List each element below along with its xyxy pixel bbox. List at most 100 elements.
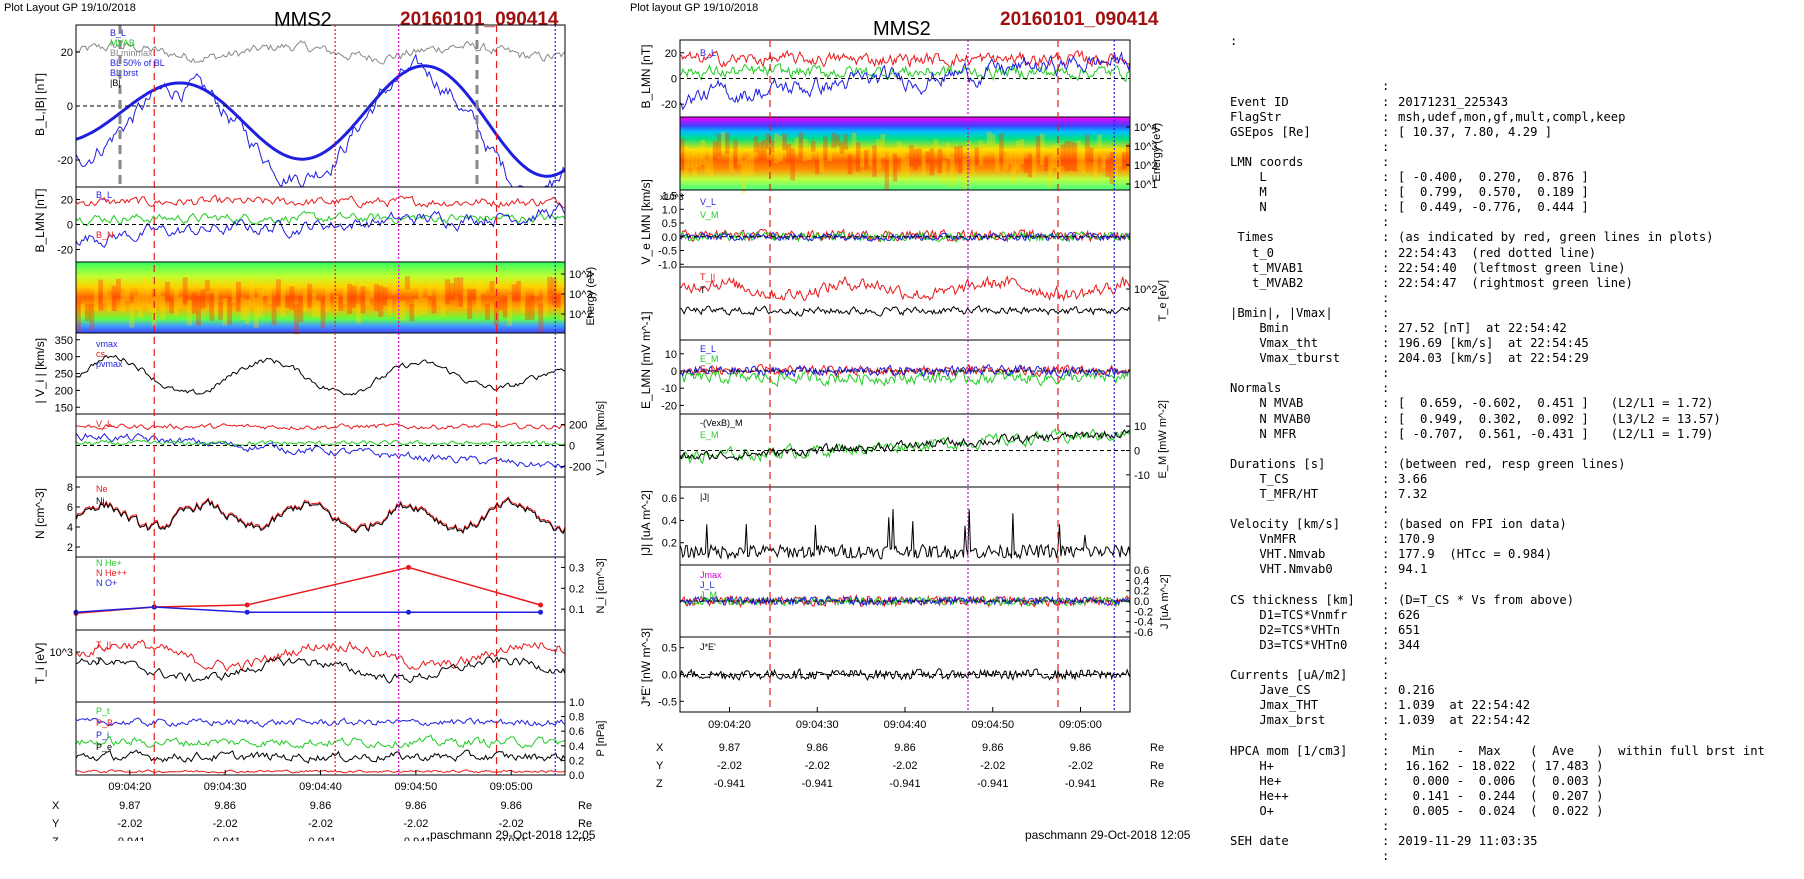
left-legend-nop: N O+: [96, 578, 117, 588]
left-pos-value: 9.86: [405, 800, 426, 812]
left-ion-texture: [364, 294, 370, 307]
info-value: [ -0.400, 0.270, 0.876 ]: [1398, 170, 1589, 185]
left-ion-texture: [440, 286, 446, 317]
info-key: Jmax_brst: [1230, 713, 1326, 728]
mid-electron-texture: [1023, 158, 1029, 173]
mid-electron-texture: [884, 160, 890, 190]
info-row: Jmax_THT:1.039 at 22:54:42: [1230, 698, 1765, 713]
info-key: N: [1230, 200, 1267, 215]
mid-vexb-line: [679, 429, 1131, 462]
info-colon: :: [1382, 698, 1390, 713]
mid-jabs-ylabel: |J| [uA m^-2]: [639, 490, 653, 556]
left-ion-texture: [547, 276, 553, 295]
left-n-ylabel: N [cm^-3]: [33, 488, 47, 539]
left-legend-cs: cs: [96, 349, 106, 359]
mid-pos-value: 9.86: [982, 742, 1003, 754]
mid-legend-vexb: -(VexB)_M: [700, 418, 743, 428]
info-colon: :: [1382, 834, 1390, 849]
left-time-tick: 09:04:50: [394, 781, 437, 793]
mid-electron-texture: [905, 158, 910, 178]
left-vilmn-tick: 0: [569, 441, 575, 453]
info-value: 651: [1398, 622, 1421, 637]
left-panel-vi-frame: [75, 332, 566, 415]
left-legend-vmax: vmax: [96, 339, 118, 349]
info-row: Velocity [km/s]: (based on FPI ion data): [1230, 517, 1765, 532]
mid-electron-texture: [835, 134, 841, 147]
mid-electron-texture: [896, 140, 902, 158]
mid-electron-texture: [880, 134, 886, 159]
left-ion-texture: [164, 281, 170, 302]
info-colon: :: [1382, 124, 1390, 139]
info-value: Min - Max ( Ave ) within full brst int: [1398, 743, 1765, 758]
info-colon: :: [1382, 547, 1390, 562]
info-colon: :: [1382, 200, 1390, 215]
info-colon: :: [1382, 577, 1390, 592]
left-n-tick: 4: [67, 522, 73, 534]
mid-electron-texture: [1060, 144, 1066, 166]
mid-pos-value: -2.02: [717, 760, 742, 772]
mid-e-tick: 0: [671, 366, 677, 378]
info-row: N MVAB0: [ 0.949, 0.302, 0.092 ] (L3/L2 =…: [1230, 412, 1765, 427]
info-value: (as indicated by red, green lines in plo…: [1398, 230, 1714, 245]
left-legend-mvab: MVAB: [110, 38, 135, 48]
left-ion-texture: [427, 283, 433, 297]
left-panel-p-frame: [75, 701, 566, 776]
mid-electron-texture: [1007, 148, 1012, 165]
mid-electron-texture: [810, 140, 816, 152]
mid-legend-t: T: [700, 285, 706, 295]
left-pos-value: -0.941: [496, 836, 527, 841]
info-key: |Bmin|, |Vmax|: [1230, 305, 1333, 320]
left-legend-ne: Ne: [96, 484, 108, 494]
info-key: HPCA mom [1/cm3]: [1230, 743, 1348, 758]
info-key: FlagStr: [1230, 109, 1282, 124]
mid-electron-texture: [913, 149, 918, 171]
info-value: 196.69 [km/s] at 22:54:45: [1398, 336, 1589, 351]
left-pos-value: -2.02: [117, 818, 142, 830]
left-vilmn-ylabel: V_i LMN [km/s]: [595, 401, 607, 476]
mid-pos-value: 9.86: [894, 742, 915, 754]
left-ion-texture: [187, 300, 193, 326]
mid-electron-texture: [757, 142, 763, 162]
mid-electron-texture: [990, 133, 996, 153]
left-pos-unit: Re: [578, 836, 592, 841]
mid-electron-texture: [770, 140, 775, 153]
left-ion-texture: [124, 288, 130, 301]
left-ion-texture: [316, 300, 321, 318]
info-value: 0.000 - 0.006 ( 0.003 ): [1398, 773, 1604, 788]
info-key: Times: [1230, 230, 1275, 245]
left-ion-spectrogram: [76, 262, 565, 333]
mid-electron-texture: [962, 159, 967, 190]
info-colon: :: [1382, 758, 1390, 773]
left-energy-tick: 10^2: [569, 309, 593, 321]
left-vi-tick: 250: [55, 369, 73, 381]
info-colon: :: [1382, 441, 1390, 456]
info-row: Times: (as indicated by red, green lines …: [1230, 230, 1765, 245]
mid-blmn-bn-line: [679, 51, 1131, 111]
left-hpca-tick: 0.2: [569, 583, 584, 595]
mid-electron-texture: [1097, 134, 1102, 148]
info-colon: :: [1382, 139, 1390, 154]
mid-jabs-line: [679, 508, 1131, 560]
mid-pos-value: 9.86: [807, 742, 828, 754]
left-pos-label: Y: [52, 818, 60, 830]
info-row: :: [1230, 79, 1765, 94]
left-panel-n-frame: [75, 476, 566, 558]
mid-legend-jabs: |J|: [700, 492, 709, 502]
mid-electron-texture: [1080, 145, 1086, 175]
left-ion-texture: [120, 292, 126, 312]
left-ion-texture: [347, 283, 353, 315]
info-value: 177.9 (HTcc = 0.984): [1398, 547, 1553, 562]
left-ion-texture: [320, 298, 326, 329]
mid-time-tick: 09:04:50: [971, 719, 1014, 731]
left-b-tick: -20: [57, 155, 73, 167]
mid-pos-value: -2.02: [1068, 760, 1093, 772]
mid-em-tick: 0: [1134, 446, 1140, 458]
info-value: [ 0.659, -0.602, 0.451 ] (L2/L1 = 1.72): [1398, 396, 1714, 411]
info-colon: :: [1382, 245, 1390, 260]
mid-energy-ylabel: Energy (eV): [1151, 123, 1163, 182]
mid-pos-value: -0.941: [977, 778, 1008, 790]
left-ion-texture: [209, 293, 215, 321]
left-ion-texture: [551, 278, 557, 306]
mid-electron-texture: [1101, 155, 1106, 169]
left-ion-texture: [280, 285, 286, 318]
